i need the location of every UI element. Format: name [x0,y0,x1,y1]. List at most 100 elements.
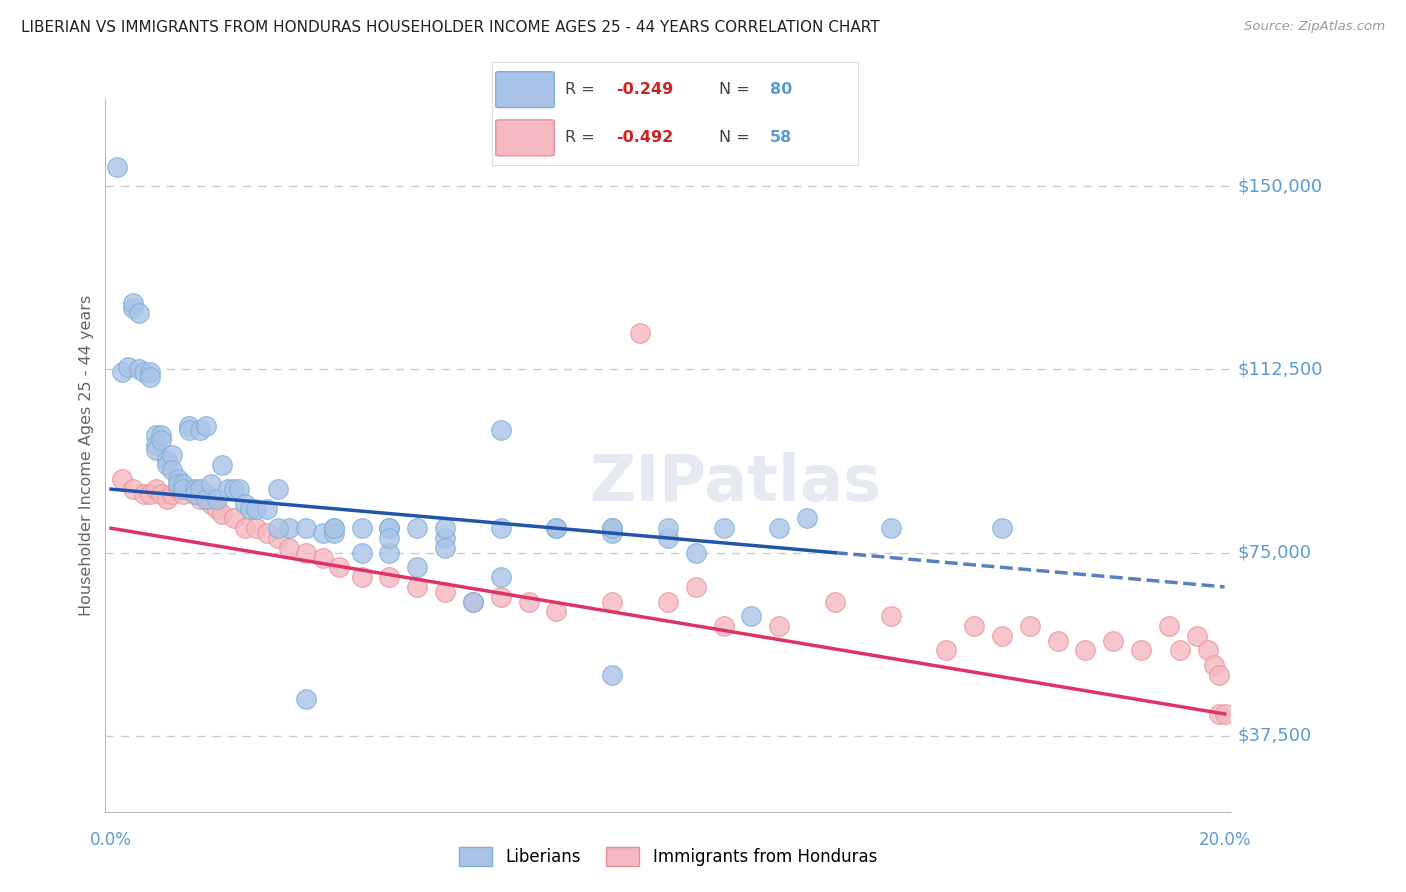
Point [1130,643,1153,657]
Legend: Liberians, Immigrants from Honduras: Liberians, Immigrants from Honduras [450,838,886,875]
Point [150,428,173,442]
Point [350,570,373,584]
Point [256,501,278,516]
Point [489,424,512,438]
Point [111,472,134,486]
Point [991,629,1014,643]
Text: $150,000: $150,000 [1237,178,1323,195]
Point [211,507,233,521]
Point [600,521,623,535]
Point [122,301,145,316]
Point [122,296,145,310]
Point [239,501,262,516]
Point [145,482,167,496]
Point [150,487,173,501]
Point [1102,633,1125,648]
Point [1208,668,1230,682]
Point [434,584,457,599]
Point [879,609,901,624]
Point [378,521,401,535]
Text: ZIPatlas: ZIPatlas [589,452,882,515]
Point [188,424,211,438]
Point [406,560,429,574]
Text: R =: R = [565,130,600,145]
Point [489,590,512,604]
Point [1197,643,1219,657]
Point [378,546,401,560]
Point [245,501,267,516]
Point [267,521,290,535]
Point [205,491,228,506]
Point [177,482,200,496]
Point [278,521,301,535]
Point [600,526,623,541]
Point [139,487,162,501]
Point [406,580,429,594]
Text: R =: R = [565,81,600,96]
Point [1208,706,1230,721]
Point [139,365,162,379]
Point [796,511,818,525]
Point [461,594,484,608]
Point [211,458,233,472]
Y-axis label: Householder Income Ages 25 - 44 years: Householder Income Ages 25 - 44 years [79,294,94,615]
Point [162,462,184,476]
Point [768,521,790,535]
Point [134,487,156,501]
Point [434,531,457,545]
Point [489,570,512,584]
Text: $75,000: $75,000 [1237,543,1312,562]
Point [217,482,239,496]
Point [600,521,623,535]
Point [256,526,278,541]
Point [824,594,846,608]
Point [200,497,222,511]
Point [879,521,901,535]
Point [222,511,245,525]
Point [128,362,150,376]
Point [172,477,194,491]
Point [935,643,957,657]
Point [166,472,188,486]
Point [172,487,194,501]
Point [1202,658,1225,673]
Point [267,531,290,545]
Point [183,487,205,501]
Point [350,546,373,560]
Text: N =: N = [718,81,755,96]
Point [685,580,707,594]
Text: $112,500: $112,500 [1237,360,1323,378]
Point [1168,643,1191,657]
Point [546,521,568,535]
Text: 80: 80 [770,81,792,96]
Point [150,434,173,448]
Point [128,306,150,320]
Point [245,521,267,535]
Point [768,619,790,633]
Point [740,609,762,624]
Point [991,521,1014,535]
Point [434,541,457,555]
Point [963,619,986,633]
Point [378,531,401,545]
Text: -0.249: -0.249 [616,81,673,96]
Point [378,521,401,535]
Point [713,521,735,535]
Point [228,482,250,496]
Point [194,487,217,501]
Text: $37,500: $37,500 [1237,727,1312,745]
Point [188,491,211,506]
Text: 58: 58 [770,130,792,145]
Point [628,326,651,340]
Point [685,546,707,560]
Point [322,521,344,535]
Point [713,619,735,633]
Point [233,521,256,535]
Point [145,428,167,442]
Point [546,604,568,618]
Point [378,570,401,584]
FancyBboxPatch shape [496,71,554,108]
Point [406,521,429,535]
Point [600,668,623,682]
Point [1074,643,1097,657]
